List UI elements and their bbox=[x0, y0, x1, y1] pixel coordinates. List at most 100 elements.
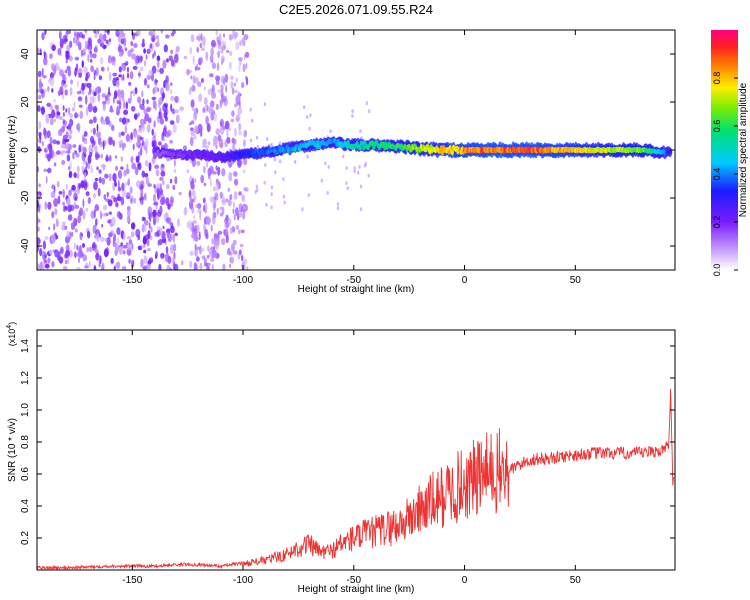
spectrogram-noise-cell bbox=[108, 38, 112, 43]
spectrogram-noise-cell bbox=[212, 186, 216, 192]
spectrogram-noise-cell bbox=[154, 79, 158, 83]
spectrogram-noise-cell bbox=[200, 33, 203, 41]
spectrogram-noise-cell bbox=[94, 249, 99, 254]
spectrogram-noise-cell bbox=[194, 248, 198, 257]
spectrogram-noise-cell bbox=[226, 49, 230, 54]
spectrogram-ridge-cell bbox=[224, 155, 228, 160]
spectrogram-noise-cell bbox=[159, 176, 164, 181]
spectrogram-noise-cell bbox=[138, 70, 141, 79]
spectrogram-noise-cell bbox=[123, 37, 127, 47]
spectrogram-noise-cell bbox=[155, 169, 160, 177]
spectrogram-noise-cell bbox=[82, 180, 88, 188]
spectrogram-noise-cell bbox=[85, 161, 88, 169]
spectrogram-noise-cell bbox=[114, 155, 118, 159]
spectrogram-noise-cell bbox=[186, 169, 190, 174]
y-tick-label: -40 bbox=[20, 238, 31, 253]
spectrogram-noise-cell bbox=[223, 229, 226, 236]
spectrogram-noise-cell bbox=[160, 252, 165, 259]
spectrogram-noise-cell bbox=[191, 189, 196, 197]
spectrogram-noise-cell bbox=[205, 216, 211, 225]
spectrogram-noise-cell bbox=[158, 141, 162, 146]
spectrogram-noise-cell bbox=[92, 127, 96, 136]
spectrogram-noise-cell bbox=[62, 150, 67, 154]
spectrogram-noise-cell bbox=[141, 42, 145, 48]
spectrogram-noise-cell bbox=[106, 30, 110, 33]
spectrogram-noise-cell bbox=[87, 103, 93, 113]
spectrogram-noise-cell bbox=[146, 99, 149, 104]
spectrogram-noise-cell bbox=[234, 178, 239, 186]
spectrogram-noise-cell bbox=[212, 211, 217, 219]
spectrogram-noise-cell bbox=[122, 116, 126, 126]
spectrogram-noise-cell bbox=[89, 52, 93, 59]
spectrogram-noise-cell bbox=[191, 106, 195, 112]
spectrogram-noise-cell bbox=[75, 63, 79, 72]
spectrogram-noise-cell bbox=[196, 63, 199, 70]
spectrogram-noise-cell bbox=[120, 166, 124, 170]
spectrogram-noise-cell bbox=[142, 244, 146, 249]
spectrogram-noise-cell bbox=[53, 99, 56, 103]
spectrogram-noise-cell bbox=[90, 210, 96, 219]
spectrogram-noise-cell bbox=[140, 103, 145, 111]
spectrogram-noise-cell bbox=[118, 179, 120, 189]
y-tick-label: 0.8 bbox=[20, 435, 31, 449]
spectrogram-ridge-cell bbox=[285, 144, 289, 149]
spectrogram-noise-cell bbox=[168, 217, 172, 225]
spectrogram-noise-cell bbox=[221, 238, 226, 246]
spectrogram-noise-cell bbox=[142, 139, 144, 146]
spectrogram-noise-cell bbox=[70, 79, 73, 85]
spectrogram-noise-cell bbox=[67, 204, 72, 213]
spectrogram-noise-cell bbox=[37, 193, 41, 201]
spectrogram-noise-cell bbox=[38, 206, 41, 214]
spectrogram-noise-cell bbox=[232, 250, 238, 255]
spectrogram-noise-cell bbox=[196, 256, 200, 262]
spectrogram-noise-cell bbox=[73, 217, 78, 227]
spectrogram-noise-cell bbox=[346, 186, 349, 191]
spectrogram-noise-cell bbox=[206, 123, 211, 133]
spectrogram-noise-cell bbox=[199, 245, 202, 255]
spectrogram-noise-cell bbox=[158, 238, 163, 246]
spectrogram-noise-cell bbox=[130, 231, 135, 238]
spectrogram-noise-cell bbox=[126, 163, 129, 170]
spectrogram-noise-cell bbox=[116, 79, 120, 88]
spectrogram-noise-cell bbox=[163, 44, 168, 53]
spectrogram-noise-cell bbox=[38, 94, 42, 100]
spectrogram-noise-cell bbox=[161, 92, 165, 102]
spectrogram-noise-cell bbox=[138, 127, 143, 134]
spectrogram-noise-cell bbox=[130, 41, 134, 47]
spectrogram-noise-cell bbox=[65, 184, 68, 190]
spectrogram-noise-cell bbox=[111, 124, 115, 132]
y-tick-label: 0 bbox=[20, 147, 31, 153]
spectrogram-noise-cell bbox=[206, 104, 209, 112]
spectrogram-noise-cell bbox=[140, 118, 145, 126]
spectrogram-noise-cell bbox=[238, 203, 243, 212]
spectrogram-noise-cell bbox=[243, 258, 248, 264]
spectrogram-ridge-cell bbox=[188, 150, 192, 155]
spectrogram-noise-cell bbox=[116, 211, 120, 218]
spectrogram-noise-cell bbox=[152, 99, 156, 109]
spectrogram-noise-cell bbox=[54, 249, 59, 258]
spectrogram-noise-cell bbox=[221, 40, 225, 47]
spectrogram-noise-cell bbox=[37, 138, 41, 143]
spectrogram-noise-cell bbox=[64, 69, 68, 74]
spectrogram-noise-cell bbox=[155, 251, 158, 258]
spectrogram-noise-cell bbox=[263, 102, 267, 107]
spectrogram-noise-cell bbox=[170, 244, 174, 255]
spectrogram-noise-cell bbox=[112, 237, 115, 245]
spectrogram-noise-cell bbox=[62, 201, 66, 206]
spectrogram-noise-cell bbox=[38, 80, 43, 91]
spectrogram-noise-cell bbox=[156, 229, 161, 237]
spectrogram-noise-cell bbox=[101, 177, 106, 185]
spectrogram-noise-cell bbox=[88, 119, 94, 124]
spectrogram-noise-cell bbox=[75, 228, 78, 233]
spectrogram-noise-cell bbox=[97, 30, 100, 35]
spectrogram-noise-cell bbox=[74, 251, 77, 259]
spectrogram-noise-cell bbox=[69, 55, 73, 62]
spectrogram-noise-cell bbox=[137, 96, 142, 104]
spectrogram-noise-cell bbox=[93, 92, 97, 96]
spectrogram-noise-cell bbox=[41, 32, 45, 41]
spectrogram-noise-cell bbox=[110, 230, 114, 236]
spectrogram-noise-cell bbox=[165, 82, 170, 92]
spectrogram-noise-cell bbox=[84, 172, 87, 178]
spectrogram-noise-cell bbox=[142, 38, 145, 44]
spectrogram-noise-cell bbox=[51, 44, 56, 52]
